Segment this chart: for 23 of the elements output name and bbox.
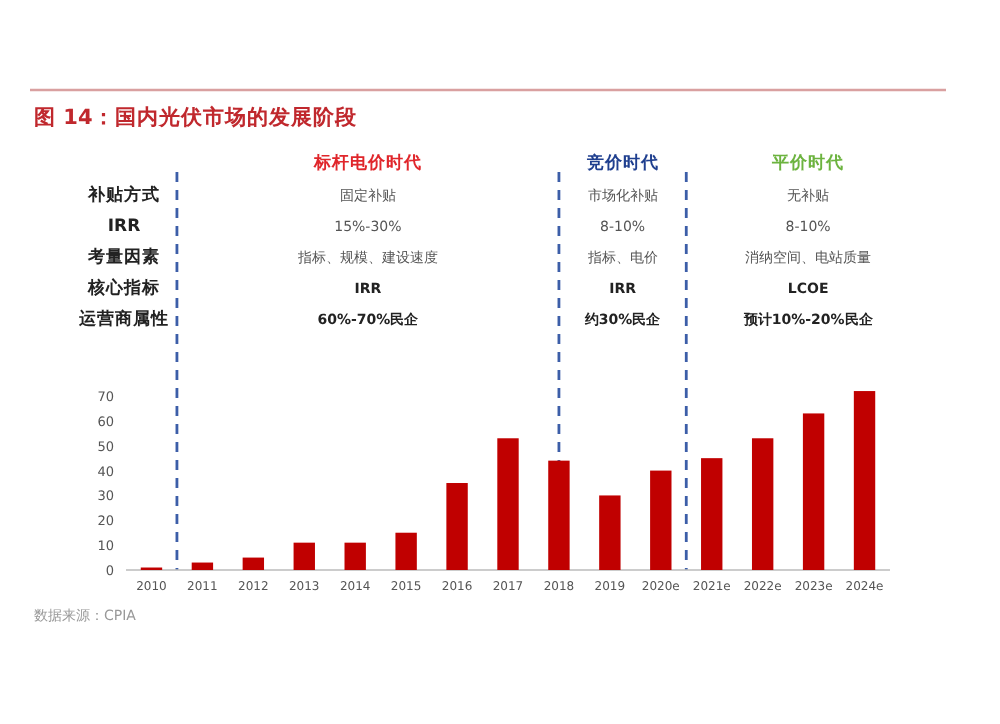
bar	[599, 495, 621, 570]
bar	[751, 438, 774, 570]
bar	[395, 532, 417, 570]
bar	[191, 562, 214, 570]
bar	[802, 413, 825, 570]
bar	[701, 458, 723, 570]
bar	[548, 460, 570, 570]
bar	[293, 542, 315, 570]
text: IRR	[107, 217, 142, 237]
bar	[446, 483, 468, 570]
text: 竞价时代	[584, 152, 659, 174]
text: 运营商属性	[77, 308, 169, 330]
bar	[242, 557, 265, 570]
bar	[344, 542, 366, 570]
text: 考量因素	[86, 246, 160, 268]
text: 平价时代	[770, 152, 845, 174]
text: 标杆电价时代	[311, 152, 422, 174]
chart-title: 图 14：国内光伏市场的发展阶段	[34, 104, 359, 130]
bar	[650, 470, 672, 570]
text: 补贴方式	[86, 184, 160, 206]
bar	[853, 391, 876, 570]
text: 核心指标	[86, 277, 160, 299]
bar	[497, 438, 519, 570]
